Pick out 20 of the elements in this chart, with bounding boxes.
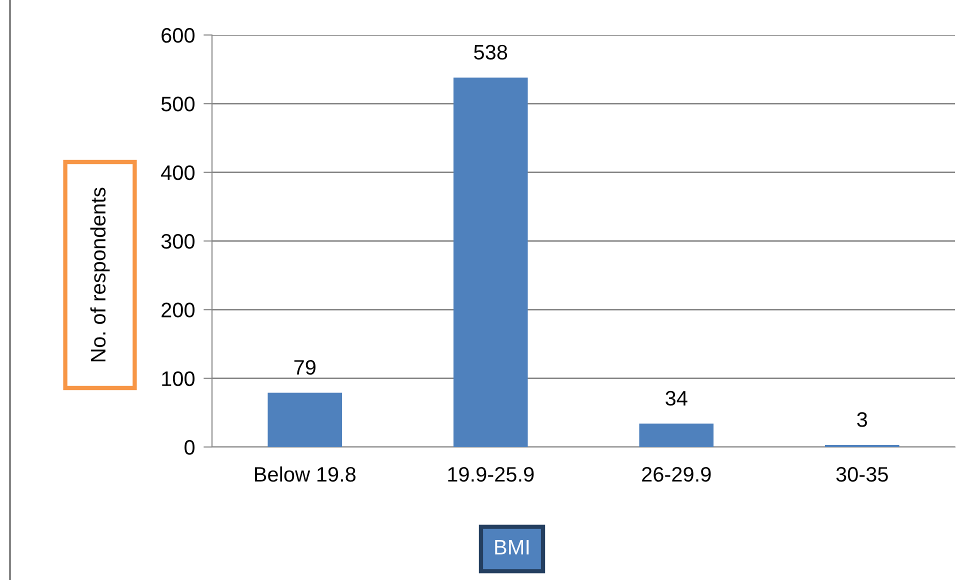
y-axis-title: No. of respondents [90, 188, 110, 362]
x-tick-label: Below 19.8 [255, 466, 356, 482]
y-tick-label: 500 [161, 96, 195, 112]
y-tick-label: 600 [162, 28, 195, 43]
data-label: 538 [474, 44, 508, 60]
data-label: 34 [666, 390, 688, 406]
x-tick-label: 30-35 [836, 466, 888, 482]
y-tick-label: 0 [184, 440, 195, 455]
bar [453, 78, 528, 447]
y-tick-label: 200 [162, 302, 195, 318]
x-axis-title: BMI [495, 540, 529, 554]
y-tick-label: 100 [162, 371, 195, 386]
bar [639, 424, 714, 447]
x-tick-label: 26-29.9 [642, 466, 711, 482]
bar [268, 392, 342, 447]
y-tick-label: 400 [161, 165, 195, 180]
data-label: 79 [294, 360, 316, 375]
x-tick-label: 19.9-25.9 [448, 466, 534, 482]
data-label: 3 [857, 412, 868, 427]
y-tick-label: 300 [161, 234, 195, 249]
